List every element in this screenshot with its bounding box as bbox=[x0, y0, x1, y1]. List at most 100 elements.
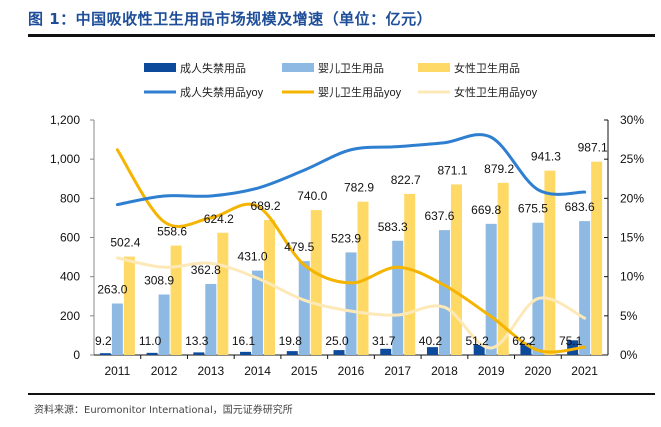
bar-2 bbox=[217, 232, 229, 355]
legend-swatch bbox=[282, 63, 314, 72]
bar-1 bbox=[298, 261, 310, 355]
bar-1 bbox=[205, 283, 217, 355]
bar-2 bbox=[123, 256, 135, 355]
legend-swatch bbox=[144, 63, 176, 72]
bar-0 bbox=[333, 350, 345, 355]
x-tick-label: 2013 bbox=[197, 364, 224, 378]
bar-1 bbox=[111, 303, 123, 355]
source-rule bbox=[28, 393, 655, 395]
left-tick-label: 1,200 bbox=[50, 113, 80, 127]
title-rule bbox=[28, 34, 655, 37]
data-label: 431.0 bbox=[238, 250, 268, 264]
bar-2 bbox=[544, 170, 556, 355]
bar-1 bbox=[579, 221, 591, 355]
bar-0 bbox=[240, 351, 252, 355]
right-tick-label: 30% bbox=[620, 113, 644, 127]
x-tick-label: 2011 bbox=[104, 364, 130, 378]
data-label: 683.6 bbox=[565, 200, 595, 214]
bar-0 bbox=[99, 353, 111, 355]
legend-label: 成人失禁用品 bbox=[180, 62, 246, 75]
data-label: 871.1 bbox=[437, 163, 467, 177]
left-tick-label: 200 bbox=[60, 309, 80, 323]
data-label: 51.2 bbox=[466, 334, 490, 348]
x-tick-label: 2019 bbox=[478, 364, 505, 378]
bar-2 bbox=[450, 184, 462, 355]
x-tick-label: 2021 bbox=[571, 364, 598, 378]
source-note: 资料来源：Euromonitor International，国元证券研究所 bbox=[34, 405, 293, 416]
x-tick-label: 2017 bbox=[384, 364, 411, 378]
right-tick-label: 10% bbox=[620, 270, 644, 284]
line-series-2 bbox=[115, 256, 587, 350]
legend-swatch bbox=[418, 63, 450, 72]
left-tick-label: 800 bbox=[60, 191, 80, 205]
bar-1 bbox=[438, 230, 450, 355]
bar-2 bbox=[170, 245, 182, 355]
data-label: 362.8 bbox=[191, 263, 221, 277]
bars bbox=[99, 161, 603, 355]
data-label: 523.9 bbox=[331, 231, 361, 245]
legend-label: 女性卫生用品yoy bbox=[454, 85, 538, 99]
data-label: 941.3 bbox=[531, 150, 561, 164]
data-label: 583.3 bbox=[378, 220, 408, 234]
x-tick-label: 2012 bbox=[151, 364, 178, 378]
right-tick-label: 25% bbox=[620, 152, 644, 166]
bar-2 bbox=[591, 161, 603, 355]
bar-2 bbox=[264, 220, 276, 355]
bar-1 bbox=[392, 240, 404, 355]
bar-0 bbox=[567, 340, 579, 355]
legend-label: 婴儿卫生用品yoy bbox=[318, 85, 402, 99]
x-tick-label: 2015 bbox=[291, 364, 318, 378]
data-label: 822.7 bbox=[391, 173, 421, 187]
bar-0 bbox=[193, 352, 205, 355]
right-tick-label: 20% bbox=[620, 191, 644, 205]
left-tick-label: 600 bbox=[60, 231, 80, 245]
bar-0 bbox=[520, 342, 532, 355]
data-labels: 9.2 11.0 13.3 16.1 19.8 25.0 31.7 40.2 51.2 62.2 7… bbox=[95, 141, 608, 348]
bar-1 bbox=[345, 252, 357, 355]
bar-1 bbox=[532, 222, 544, 355]
bar-1 bbox=[485, 223, 497, 355]
left-tick-label: 0 bbox=[73, 348, 80, 362]
data-label: 479.5 bbox=[284, 240, 314, 254]
axes: 0 200 400 600 800 1,000 1,200 0% 5% 10% 15% 20% 25% 3… bbox=[50, 113, 644, 378]
bar-1 bbox=[252, 270, 264, 355]
x-tick-label: 2016 bbox=[338, 364, 365, 378]
x-tick-label: 2020 bbox=[525, 364, 552, 378]
data-label: 75.1 bbox=[559, 334, 583, 348]
data-label: 16.1 bbox=[232, 334, 256, 348]
data-label: 782.9 bbox=[344, 181, 374, 195]
chart-title: 图 1：中国吸收性卫生用品市场规模及增速（单位：亿元） bbox=[28, 10, 433, 28]
data-label: 624.2 bbox=[204, 212, 234, 226]
left-tick-label: 400 bbox=[60, 270, 80, 284]
right-tick-label: 5% bbox=[620, 309, 638, 323]
data-label: 740.0 bbox=[297, 189, 327, 203]
line-series-1 bbox=[115, 148, 587, 354]
data-label: 31.7 bbox=[372, 334, 396, 348]
data-label: 11.0 bbox=[139, 334, 162, 348]
left-tick-label: 1,000 bbox=[50, 152, 80, 166]
data-label: 40.2 bbox=[419, 334, 443, 348]
bar-2 bbox=[497, 182, 509, 355]
data-label: 669.8 bbox=[471, 203, 501, 217]
bar-0 bbox=[473, 344, 485, 355]
bar-2 bbox=[357, 201, 369, 355]
lines bbox=[115, 133, 587, 354]
legend-label: 成人失禁用品yoy bbox=[180, 86, 264, 99]
legend-label: 女性卫生用品 bbox=[454, 61, 520, 75]
data-label: 308.9 bbox=[144, 274, 174, 288]
bar-1 bbox=[158, 294, 170, 355]
bar-0 bbox=[146, 352, 158, 355]
data-label: 62.2 bbox=[512, 334, 536, 348]
data-label: 502.4 bbox=[110, 236, 140, 250]
data-label: 25.0 bbox=[325, 334, 349, 348]
data-label: 263.0 bbox=[97, 282, 127, 296]
data-label: 558.6 bbox=[157, 225, 187, 239]
right-tick-label: 0% bbox=[620, 348, 638, 362]
data-label: 987.1 bbox=[578, 141, 608, 155]
data-label: 637.6 bbox=[424, 209, 454, 223]
bar-0 bbox=[286, 351, 298, 355]
data-label: 675.5 bbox=[518, 202, 548, 216]
bar-2 bbox=[404, 193, 416, 355]
